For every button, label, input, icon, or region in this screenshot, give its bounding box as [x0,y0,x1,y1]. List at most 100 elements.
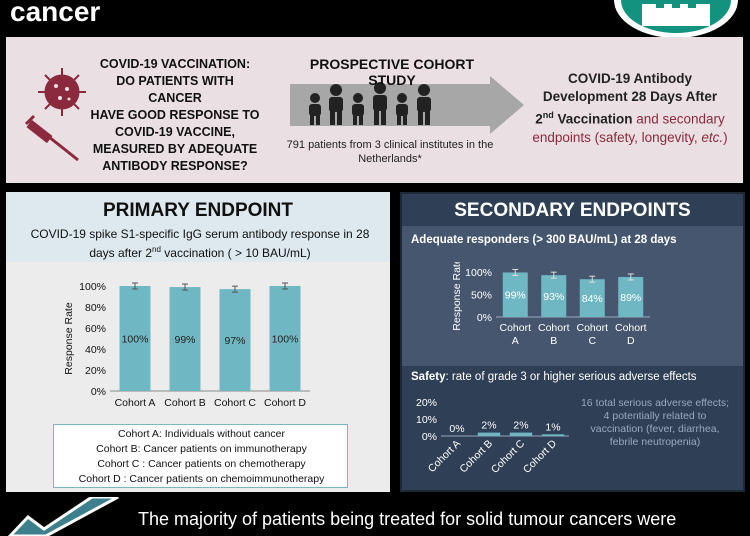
outcome-secondary: and secondary endpoints (safety, longevi… [532,111,725,145]
data-label: 99% [505,290,526,302]
bar [509,432,533,436]
data-label: 99% [174,334,195,346]
bar [269,286,301,391]
desc-line: days after 2nd vaccination ( > 10 BAU/mL… [18,242,382,261]
data-label: 2% [481,420,496,432]
question-line: ANTIBODY RESPONSE? [102,159,248,173]
bar [219,289,251,391]
legend-item: Cohort B: Cancer patients on immunothera… [96,443,307,455]
outcome-line: Development 28 Days After [542,89,718,104]
data-label: 97% [224,335,245,347]
secondary-endpoints-title: SECONDARY ENDPOINTS [454,200,691,221]
x-tick-label: Cohort D [521,437,559,475]
desc-part: vaccination ( > 10 BAU/mL) [160,246,311,260]
y-tick-label: 100% [79,281,106,293]
y-tick-label: 50% [471,290,492,302]
safety-bold: Safety [411,371,446,383]
journal-logo-icon [614,0,738,38]
y-tick-label: 60% [85,323,106,335]
outcome-sup: nd [542,110,554,120]
x-tick-label: B [550,335,557,347]
desc-line: COVID-19 spike S1-specific IgG serum ant… [30,227,370,241]
conclusion-text: The majority of patients being treated f… [138,509,677,529]
y-tick-label: 0% [477,312,492,324]
adequate-responders-section [402,226,743,366]
question-line: COVID-19 VACCINE, [115,125,235,139]
question-line: HAVE GOOD RESPONSE TO [90,108,260,122]
primary-endpoint-header [6,192,390,262]
outcome-etc: etc. [701,129,724,145]
check-icon [0,497,135,536]
safety-label: Safety: rate of grade 3 or higher seriou… [411,371,697,383]
bar [477,432,501,436]
data-label: 1% [545,421,560,433]
data-label: 93% [543,291,564,303]
question-line: COVID-19 VACCINATION: [99,57,251,71]
outcome-close: ) [723,129,728,145]
x-tick-label: C [588,335,596,347]
bar [502,272,528,317]
cohort-legend: Cohort A: Individuals without cancer Coh… [53,424,348,488]
safety-note: 16 total serious adverse effects; 4 pote… [580,397,730,448]
desc-part: days after 2 [89,246,153,260]
y-tick-label: 40% [85,344,106,356]
research-question: COVID-19 VACCINATION: DO PATIENTS WITH C… [90,56,260,175]
primary-endpoint-title: PRIMARY ENDPOINT [102,200,294,221]
x-tick-label: Cohort [499,322,531,334]
page-title: cancer [10,0,101,27]
data-label: 100% [272,334,299,346]
question-line: MEASURED BY ADEQUATE [92,142,258,156]
y-axis-label: Response Rate [451,262,463,331]
bar [169,287,201,391]
study-outcome: COVID-19 Antibody Development 28 Days Af… [530,70,730,147]
adequate-responders-label: Adequate responders (> 300 BAU/mL) at 28… [411,234,677,246]
bar [579,279,605,317]
x-tick-label: Cohort A [426,438,463,475]
x-tick-label: Cohort B [457,438,495,476]
legend-item: Cohort A: Individuals without cancer [118,428,285,440]
bar [119,286,151,391]
data-label: 2% [513,420,528,432]
y-tick-label: 20% [416,397,437,409]
x-tick-label: D [627,335,635,347]
x-tick-label: Cohort B [164,397,205,409]
x-tick-label: Cohort C [214,397,256,409]
legend-item: Cohort C : Cancer patients on chemothera… [97,458,306,470]
virus-syringe-icon [24,68,86,162]
cohort-arrow-icon [290,76,524,134]
y-tick-label: 100% [465,267,492,279]
safety-rest: : rate of grade 3 or higher serious adve… [445,371,697,383]
y-tick-label: 10% [416,414,437,426]
legend-item: Cohort D : Cancer patients on chemoimmun… [78,473,325,485]
y-tick-label: 80% [85,302,106,314]
safety-chart: 0%10%20%0%Cohort A2%Cohort B2%Cohort C1%… [416,397,569,476]
data-label: 100% [122,334,149,346]
x-tick-label: Cohort A [115,397,156,409]
outcome-ordinal: 2 [535,111,543,127]
y-tick-label: 0% [91,386,106,398]
x-tick-label: A [512,335,519,347]
x-tick-label: Cohort C [489,437,527,475]
bar [541,275,567,317]
x-tick-label: Cohort [576,322,608,334]
outcome-vaccination: Vaccination [553,111,633,127]
bar [618,276,644,317]
outcome-line: COVID-19 Antibody [567,71,692,86]
primary-bar-chart: 0% 20% 40% 60% 80% 100% Response Rate 100% Cohor… [63,281,310,409]
primary-endpoint-description: COVID-19 spike S1-specific IgG serum ant… [18,226,382,261]
question-line: DO PATIENTS WITH CANCER [116,74,234,105]
desc-sup: nd [152,245,161,254]
y-tick-label: 20% [85,365,106,377]
bar [541,434,565,436]
adequate-responders-chart: 0%50%100%Response Rate 99%CohortA93%Cohor… [451,262,650,347]
y-tick-label: 0% [422,431,437,443]
study-title: PROSPECTIVE COHORT STUDY [309,56,475,88]
x-tick-label: Cohort D [264,397,306,409]
data-label: 0% [449,423,464,435]
study-population: 791 patients from 3 clinical institutes … [286,139,494,165]
x-tick-label: Cohort [538,322,570,334]
data-label: 84% [582,293,603,305]
data-label: 89% [620,292,641,304]
y-axis-label: Response Rate [63,302,75,375]
x-tick-label: Cohort [615,322,647,334]
